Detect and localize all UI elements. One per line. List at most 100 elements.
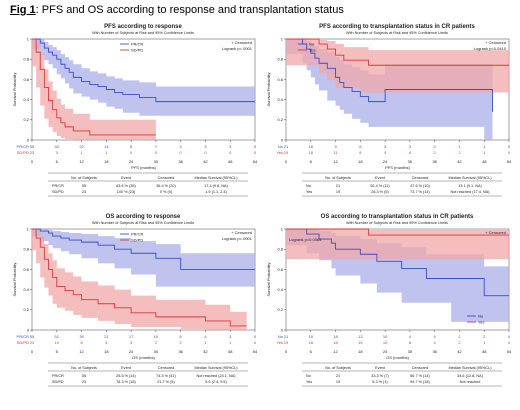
at-risk-count: 16 — [309, 144, 314, 149]
table-row-label: PR/CR — [52, 374, 64, 378]
table-cell: 21.7 % (5) — [157, 380, 175, 384]
x-tick-label: 6 — [56, 349, 59, 354]
x-tick-label: 18 — [358, 159, 363, 164]
survival-line-blue — [32, 228, 255, 270]
at-risk-count: 2 — [434, 150, 437, 155]
x-tick-label: 54 — [507, 159, 512, 164]
x-tick-label: 18 — [358, 349, 363, 354]
table-row-label: Yes — [306, 380, 312, 384]
survival-line-blue — [286, 228, 509, 297]
at-risk-count: 0 — [180, 150, 183, 155]
at-risk-count: 2 — [458, 150, 461, 155]
x-tick-label: 42 — [457, 349, 462, 354]
y-tick-label: 0.4 — [277, 97, 283, 102]
x-tick-label: 48 — [482, 159, 487, 164]
table-cell: 21 — [336, 374, 340, 378]
at-risk-count: 4 — [409, 150, 412, 155]
x-tick-label: 0 — [31, 349, 34, 354]
table-header: No. of Subjects — [71, 366, 97, 370]
at-risk-count: 19 — [309, 334, 314, 339]
y-tick-label: 0.6 — [23, 267, 29, 272]
x-tick-label: 42 — [203, 349, 208, 354]
figure-label: Fig 1 — [10, 4, 36, 16]
x-tick-label: 54 — [253, 349, 258, 354]
y-tick-label: 0.2 — [277, 307, 283, 312]
os-transplant-panel: OS according to transplantation status i… — [262, 212, 517, 407]
table-cell: 1.9 (1.1, 2.4) — [205, 190, 227, 194]
y-tick-label: 1 — [281, 36, 284, 41]
confidence-band-blue — [32, 39, 255, 116]
legend-label: PR/CR — [131, 231, 144, 236]
x-tick-label: 18 — [104, 159, 109, 164]
at-risk-count: 19 — [284, 150, 289, 155]
chart-subtitle: With Number of Subjects at Risk and 95% … — [92, 221, 194, 225]
at-risk-count: 22 — [79, 144, 84, 149]
chart-subtitle: With Number of Subjects at Risk and 95% … — [346, 221, 448, 225]
y-tick-label: 0.4 — [23, 287, 29, 292]
x-tick-label: 0 — [31, 159, 34, 164]
at-risk-count: 1 — [105, 150, 108, 155]
at-risk-label: SD/PD — [17, 340, 29, 345]
table-cell: 73.7 % (14) — [410, 190, 430, 194]
pfs-transplant-chart: PFS according to transplantation status … — [266, 24, 512, 197]
at-risk-count: 39 — [79, 334, 84, 339]
at-risk-count: 21 — [284, 334, 289, 339]
table-header: No. of Subjects — [325, 366, 351, 370]
table-header: Censored — [412, 366, 428, 370]
at-risk-count: 8 — [409, 340, 412, 345]
at-risk-count: 4 — [434, 334, 437, 339]
table-cell: 94.7 % (18) — [410, 380, 430, 384]
table-cell: 55 — [82, 184, 86, 188]
table-cell: 78.3 % (18) — [116, 380, 136, 384]
x-tick-label: 6 — [56, 159, 59, 164]
chart-title: PFS according to response — [104, 24, 182, 30]
table-cell: Not reached (24.1, NA) — [196, 374, 236, 378]
at-risk-count: 23 — [30, 340, 35, 345]
y-tick-label: 0 — [27, 137, 30, 142]
table-cell: 25.5 % (14) — [116, 374, 136, 378]
at-risk-count: 1 — [458, 144, 461, 149]
at-risk-count: 10 — [383, 334, 388, 339]
y-tick-label: 0.6 — [277, 77, 283, 82]
x-tick-label: 36 — [178, 349, 183, 354]
survival-line-blue — [286, 38, 493, 112]
at-risk-count: 2 — [155, 340, 158, 345]
at-risk-count: 2 — [458, 334, 461, 339]
at-risk-count: 11 — [333, 150, 338, 155]
at-risk-count: 18 — [333, 334, 338, 339]
at-risk-count: 4 — [434, 340, 437, 345]
table-cell: 55 — [82, 374, 86, 378]
y-tick-label: 0 — [27, 327, 30, 332]
at-risk-count: 8 — [130, 144, 133, 149]
x-tick-label: 30 — [154, 349, 159, 354]
at-risk-count: 19 — [284, 340, 289, 345]
at-risk-count: 10 — [154, 334, 159, 339]
at-risk-count: 4 — [409, 334, 412, 339]
at-risk-count: 0 — [204, 150, 207, 155]
at-risk-count: 14 — [104, 144, 109, 149]
at-risk-label: PR/CR — [17, 334, 30, 339]
y-tick-label: 0 — [281, 137, 284, 142]
at-risk-label: Yes — [276, 340, 283, 345]
confidence-band-red — [286, 39, 509, 93]
x-axis-label: OS (months) — [386, 355, 409, 360]
x-axis-label: PFS (months) — [385, 165, 410, 170]
censored-note: + Censored — [231, 40, 252, 45]
table-header: Event — [375, 366, 386, 370]
at-risk-count: 0 — [254, 340, 257, 345]
at-risk-count: 10 — [55, 340, 60, 345]
table-cell: 17.4 (9.8, NA) — [204, 184, 228, 188]
x-tick-label: 24 — [129, 159, 134, 164]
table-header: Median Survival (95%CL) — [194, 366, 238, 370]
x-tick-label: 48 — [228, 159, 233, 164]
at-risk-count: 4 — [384, 150, 387, 155]
censored-note: + Censored — [231, 230, 252, 235]
at-risk-label: No — [278, 144, 284, 149]
at-risk-count: 10 — [383, 340, 388, 345]
x-tick-label: 24 — [129, 349, 134, 354]
y-tick-label: 0.2 — [23, 117, 29, 122]
table-cell: 23 — [82, 380, 86, 384]
at-risk-count: 0 — [508, 340, 511, 345]
